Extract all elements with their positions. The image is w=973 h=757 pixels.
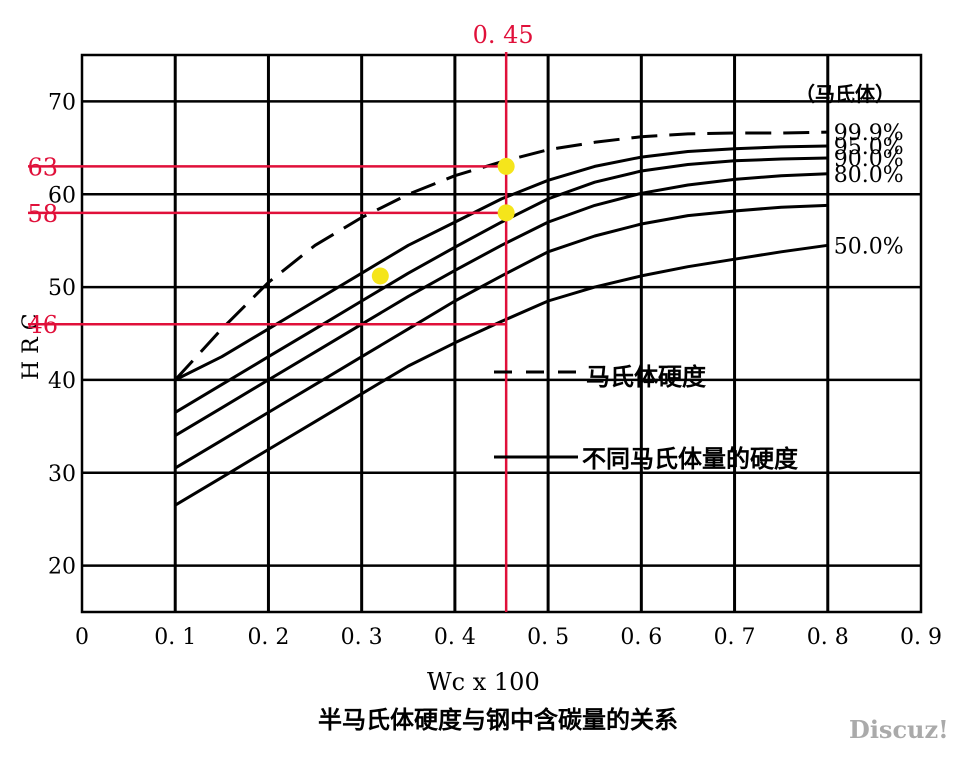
x-tick-label: 0. 3 <box>341 625 383 650</box>
marker-y-label: 58 <box>27 200 58 228</box>
series-label: 95.0% <box>834 135 904 160</box>
series-label: 80.0% <box>834 163 904 188</box>
series-label: 50.0% <box>834 234 904 259</box>
chart-title: 半马氏体硬度与钢中含碳量的关系 <box>318 706 678 734</box>
series-line-1 <box>174 144 828 382</box>
series-line-5 <box>174 243 829 507</box>
legend-label-dashed: 马氏体硬度 <box>586 363 707 391</box>
series-label: 99.9% <box>834 121 904 146</box>
x-axis-label: Wc x 100 <box>427 668 540 696</box>
x-tick-label: 0. 9 <box>900 625 942 650</box>
y-tick-label: 30 <box>48 462 76 487</box>
y-tick-label: 60 <box>48 183 76 208</box>
marker-layer <box>28 52 578 612</box>
marker-x-label: 0. 45 <box>473 21 534 49</box>
y-axis-label: H R C <box>19 313 44 380</box>
legend-label-solid: 不同马氏体量的硬度 <box>582 445 799 473</box>
y-tick-label: 70 <box>48 90 76 115</box>
series-line-2 <box>174 156 828 414</box>
x-tick-label: 0. 2 <box>247 625 289 650</box>
series-label: 90.0% <box>834 147 904 172</box>
grid-layer <box>80 53 923 614</box>
text-layer: Wc x 100 H R C 半马氏体硬度与钢中含碳量的关系 （马氏体） 马氏体… <box>19 21 949 744</box>
y-tick-label: 40 <box>48 369 76 394</box>
series-header: （马氏体） <box>795 82 895 106</box>
x-tick-label: 0 <box>75 625 89 650</box>
x-tick-label: 0. 6 <box>620 625 662 650</box>
plot-frame <box>80 53 923 614</box>
x-tick-label: 0. 8 <box>807 625 849 650</box>
x-tick-label: 0. 7 <box>714 625 756 650</box>
highlight-point-1 <box>497 204 515 222</box>
highlight-point-0 <box>497 157 515 175</box>
x-tick-label: 0. 5 <box>527 625 569 650</box>
x-tick-label: 0. 1 <box>154 625 196 650</box>
highlight-point-2 <box>371 267 389 285</box>
series-line-3 <box>174 172 828 437</box>
x-tick-label: 0. 4 <box>434 625 476 650</box>
y-tick-label: 50 <box>48 276 76 301</box>
watermark-text: Discuz! <box>849 715 949 744</box>
series-line-4 <box>174 203 828 470</box>
marker-y-label: 63 <box>27 153 58 181</box>
y-tick-label: 20 <box>48 555 76 580</box>
marker-y-label: 46 <box>27 311 58 339</box>
